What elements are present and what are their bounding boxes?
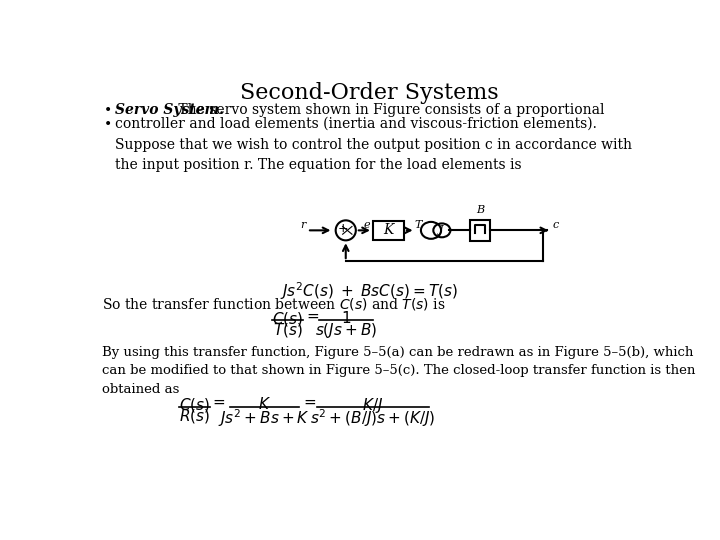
Text: $K$: $K$ xyxy=(258,396,271,412)
Text: •: • xyxy=(104,103,112,117)
Text: K: K xyxy=(383,224,394,238)
Text: $=$: $=$ xyxy=(305,308,320,322)
Text: c: c xyxy=(553,220,559,230)
Text: $s^2 + (B/J)s + (K/J)$: $s^2 + (B/J)s + (K/J)$ xyxy=(310,408,436,429)
Text: $C(s)$: $C(s)$ xyxy=(179,396,210,414)
Text: $R(s)$: $R(s)$ xyxy=(179,408,210,426)
Text: $K/J$: $K/J$ xyxy=(362,396,384,415)
FancyBboxPatch shape xyxy=(373,221,404,240)
Text: e: e xyxy=(364,220,370,230)
Text: $1$: $1$ xyxy=(341,309,351,326)
Text: +: + xyxy=(338,222,348,235)
Text: By using this transfer function, Figure 5–5(a) can be redrawn as in Figure 5–5(b: By using this transfer function, Figure … xyxy=(102,346,695,396)
Text: B: B xyxy=(476,205,484,215)
Text: So the transfer function between $C(s)$ and $T(s)$ is: So the transfer function between $C(s)$ … xyxy=(102,296,445,312)
Text: $Js^2C(s)  \;+\;  BsC(s) = T(s)$: $Js^2C(s) \;+\; BsC(s) = T(s)$ xyxy=(280,280,458,302)
Text: $C(s)$: $C(s)$ xyxy=(272,309,303,328)
Text: The servo system shown in Figure consists of a proportional: The servo system shown in Figure consist… xyxy=(174,103,604,117)
Text: Second-Order Systems: Second-Order Systems xyxy=(240,82,498,104)
Text: controller and load elements (inertia and viscous-friction elements).
Suppose th: controller and load elements (inertia an… xyxy=(114,117,632,172)
Text: r: r xyxy=(300,220,305,230)
Text: T: T xyxy=(414,220,421,230)
Text: $Js^2 + Bs + K$: $Js^2 + Bs + K$ xyxy=(218,408,310,429)
Text: J: J xyxy=(438,225,444,235)
FancyBboxPatch shape xyxy=(469,220,490,241)
Text: $s(Js + B)$: $s(Js + B)$ xyxy=(315,321,377,340)
Text: Servo System.: Servo System. xyxy=(114,103,224,117)
Text: $=$: $=$ xyxy=(210,394,226,409)
Text: $T(s)$: $T(s)$ xyxy=(273,321,302,339)
Text: •: • xyxy=(104,117,112,131)
Text: $=$: $=$ xyxy=(301,394,318,409)
